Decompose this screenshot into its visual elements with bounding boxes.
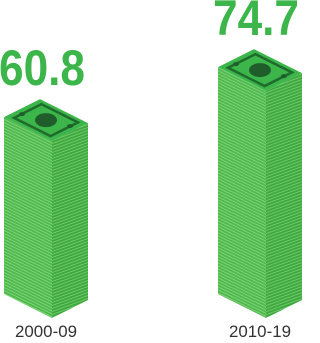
bill-dot <box>281 74 287 78</box>
bill-portrait <box>35 113 57 127</box>
money-stack <box>218 49 302 318</box>
money-stack <box>4 99 88 318</box>
bill-dot <box>233 62 239 66</box>
bill-dot <box>67 124 73 128</box>
value-label: 60.8 <box>0 40 85 96</box>
stack-right-face <box>266 73 302 318</box>
stack-left-face <box>218 67 266 318</box>
bill-dot <box>19 112 25 116</box>
stack-left-face <box>4 117 52 318</box>
stack-right-face <box>52 123 88 318</box>
value-label: 74.7 <box>213 0 299 46</box>
category-label: 2010-19 <box>229 322 291 341</box>
bill-portrait <box>249 63 271 77</box>
chart: 60.8 2000-09 74.7 2010-19 <box>0 0 312 343</box>
category-label: 2000-09 <box>15 322 77 341</box>
